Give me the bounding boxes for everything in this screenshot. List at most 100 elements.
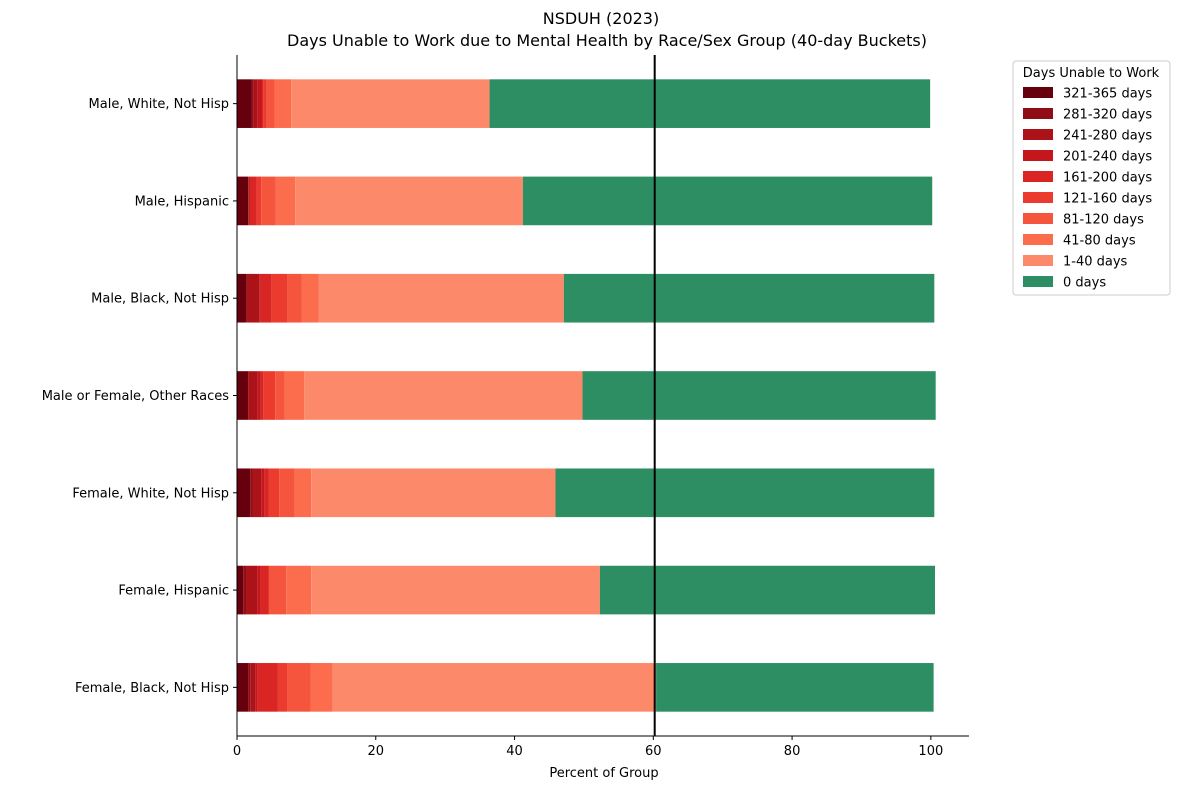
legend-swatch	[1023, 255, 1053, 266]
bar-segment	[250, 468, 253, 518]
y-axis-ticks: Male, White, Not Hisp Male, Hispanic Male,…	[42, 97, 237, 696]
bar-segment	[237, 176, 249, 226]
bar-segment	[246, 565, 258, 615]
x-axis-ticks: 0 20 40 60 80 100	[233, 736, 943, 759]
legend-swatch	[1023, 129, 1053, 140]
bar-segment	[287, 663, 311, 712]
bar-segment	[599, 565, 936, 615]
bar-segment	[248, 371, 258, 420]
bar-segment	[261, 468, 265, 518]
legend-label: 281-320 days	[1063, 108, 1152, 123]
bar-segment	[263, 79, 267, 128]
bar-segment	[294, 468, 312, 518]
bar-segment	[275, 176, 296, 226]
bar-segment	[248, 176, 249, 226]
bar-segment	[259, 273, 261, 323]
bar-segment	[251, 79, 254, 128]
legend-swatch	[1023, 87, 1053, 98]
bar-segment	[489, 79, 931, 128]
bar-segment	[284, 371, 305, 420]
bar-segment	[252, 468, 262, 518]
bar-segment	[237, 273, 247, 323]
bar-segment	[243, 565, 247, 615]
x-tick-label: 20	[367, 744, 384, 759]
bar-segment	[237, 468, 251, 518]
bar-segment	[582, 371, 936, 420]
bar-segment	[656, 663, 934, 712]
bar-segment	[260, 273, 272, 323]
bar-segment	[268, 565, 287, 615]
bar-segment	[264, 468, 269, 518]
legend-label: 0 days	[1063, 276, 1106, 291]
bar-segment	[260, 565, 269, 615]
bar-segment	[261, 79, 264, 128]
legend-swatch	[1023, 150, 1053, 161]
legend-label: 161-200 days	[1063, 171, 1152, 186]
legend-swatch	[1023, 171, 1053, 182]
legend: Days Unable to Work 321-365 days 281-320 …	[1012, 60, 1171, 296]
bar-segment	[256, 176, 262, 226]
bar-segment	[257, 663, 278, 712]
bars-layer	[237, 79, 936, 712]
y-tick-label: Male, Hispanic	[135, 194, 229, 209]
bar-segment	[555, 468, 935, 518]
bar-segment	[237, 663, 249, 712]
bar-segment	[304, 371, 583, 420]
y-tick-label: Male, White, Not Hisp	[89, 97, 229, 112]
bar-segment	[301, 273, 319, 323]
x-tick-label: 80	[784, 744, 801, 759]
bar-segment	[279, 468, 295, 518]
x-axis-label: Percent of Group	[549, 766, 658, 781]
bar-segment	[266, 79, 275, 128]
bar-segment	[255, 663, 258, 712]
legend-label: 41-80 days	[1063, 234, 1136, 249]
x-tick-label: 60	[645, 744, 662, 759]
bar-segment	[268, 468, 280, 518]
legend-items: 321-365 days 281-320 days 241-280 days 201-…	[1023, 87, 1152, 291]
legend-label: 81-120 days	[1063, 213, 1144, 228]
bar-segment	[522, 176, 933, 226]
bar-segment	[274, 79, 292, 128]
bar-segment	[263, 371, 276, 420]
bar-segment	[277, 663, 288, 712]
legend-swatch	[1023, 276, 1053, 287]
x-tick-label: 40	[506, 744, 523, 759]
legend-label: 201-240 days	[1063, 150, 1152, 165]
legend-swatch	[1023, 234, 1053, 245]
bar-segment	[332, 663, 657, 712]
y-tick-label: Female, White, Not Hisp	[72, 486, 229, 501]
bar-segment	[291, 79, 490, 128]
bar-segment	[286, 565, 312, 615]
bar-segment	[237, 371, 249, 420]
bar-segment	[249, 176, 257, 226]
bar-segment	[275, 371, 285, 420]
y-tick-label: Female, Black, Not Hisp	[75, 681, 229, 696]
bar-segment	[318, 273, 564, 323]
bar-segment	[310, 663, 333, 712]
x-tick-label: 100	[918, 744, 943, 759]
legend-label: 1-40 days	[1063, 255, 1128, 270]
bar-segment	[287, 273, 302, 323]
y-tick-label: Female, Hispanic	[118, 584, 229, 599]
legend-swatch	[1023, 213, 1053, 224]
legend-label: 121-160 days	[1063, 192, 1152, 207]
bar-segment	[260, 371, 264, 420]
bar-segment	[311, 565, 600, 615]
bar-segment	[248, 663, 251, 712]
bar-segment	[250, 663, 256, 712]
bar-segment	[311, 468, 556, 518]
chart-subtitle: Days Unable to Work due to Mental Health…	[287, 31, 927, 50]
legend-label: 241-280 days	[1063, 129, 1152, 144]
bar-segment	[257, 371, 261, 420]
legend-swatch	[1023, 192, 1053, 203]
legend-title: Days Unable to Work	[1023, 66, 1160, 81]
y-tick-label: Male or Female, Other Races	[42, 389, 230, 404]
bar-segment	[253, 79, 258, 128]
bar-segment	[257, 79, 262, 128]
bar-segment	[295, 176, 523, 226]
y-tick-label: Male, Black, Not Hisp	[91, 292, 229, 307]
legend-label: 321-365 days	[1063, 87, 1152, 102]
bar-segment	[257, 565, 261, 615]
bar-segment	[248, 176, 250, 226]
